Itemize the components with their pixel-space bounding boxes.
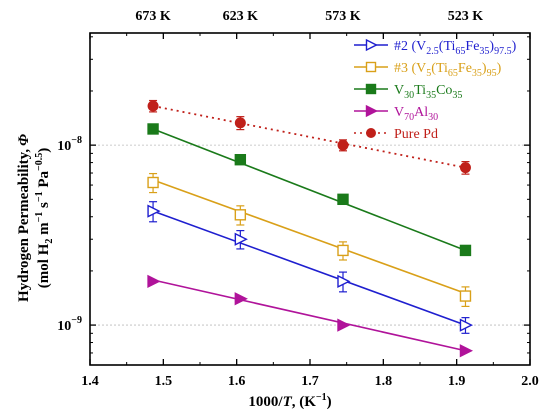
point-s2-0: [147, 204, 161, 218]
legend: #2 (V2.5(Ti65Fe35)97.5) #3 (V5(Ti65Fe35)9…: [354, 38, 517, 142]
point-s2-1: [234, 232, 248, 246]
legend-label-pd: Pure Pd: [394, 127, 438, 142]
legend-marker-s3: [365, 61, 377, 73]
grid-layer: [90, 144, 530, 326]
point-s5-3: [459, 344, 474, 358]
x-tick-label-4: 1.8: [375, 374, 393, 389]
x-axis-title: 1000/T, (K−1): [248, 392, 331, 410]
top-axis-label-0: 673 K: [135, 9, 171, 24]
point-pd-0: [147, 100, 159, 112]
point-s5-2: [337, 318, 351, 332]
y-axis-title-line1: Hydrogen Permeability,Φ: [16, 134, 32, 302]
legend-marker-s5: [365, 104, 378, 118]
fit-line-s4: [152, 128, 466, 252]
x-tick-label-1: 1.5: [155, 374, 173, 389]
point-pd-1: [234, 117, 246, 129]
legend-marker-pd: [366, 128, 376, 138]
legend-label-s2: #2 (V2.5(Ti65Fe35)97.5): [394, 39, 517, 57]
data-points: [147, 100, 474, 358]
y-tick-label-0: 10−9: [57, 315, 82, 334]
legend-label-s5: V70Al30: [394, 105, 438, 123]
x-tick-label-2: 1.6: [228, 374, 246, 389]
x-tick-label-5: 1.9: [448, 374, 466, 389]
fit-line-s5: [152, 279, 466, 352]
point-s2-2: [337, 274, 351, 288]
legend-marker-s2: [365, 38, 378, 52]
x-tick-label-6: 2.0: [521, 374, 539, 389]
fit-line-s3: [152, 179, 466, 295]
point-s5-1: [234, 292, 248, 306]
point-s5-0: [147, 274, 161, 288]
point-pd-2: [337, 139, 349, 151]
point-s4-2: [337, 193, 349, 206]
point-s4-3: [459, 244, 472, 257]
point-s2-3: [459, 318, 474, 332]
point-s4-1: [234, 154, 247, 166]
top-axis-label-2: 573 K: [325, 9, 361, 24]
point-s3-3: [459, 290, 472, 302]
point-s3-1: [234, 209, 247, 221]
legend-marker-s4: [365, 83, 377, 95]
legend-label-s4: V30Ti35Co35: [394, 83, 462, 101]
x-tick-label-0: 1.4: [81, 374, 99, 389]
y-tick-label-1: 10−8: [57, 135, 82, 154]
axis-labels: 1.4 1.5 1.6 1.7 1.8 1.9 2.0 10−9 10−8 673 K 623 K 5…: [57, 9, 538, 389]
legend-label-s3: #3 (V5(Ti65Fe35)95): [394, 61, 502, 79]
top-axis-label-3: 523 K: [448, 9, 484, 24]
point-pd-3: [459, 162, 471, 174]
point-s4-0: [147, 123, 159, 135]
top-axis-label-1: 623 K: [223, 9, 259, 24]
fit-line-s2: [152, 210, 466, 326]
fit-line-pd: [152, 105, 466, 169]
point-s3-2: [337, 244, 349, 257]
fit-lines: [152, 105, 466, 352]
point-s3-0: [147, 176, 159, 189]
y-axis-title-line2: (mol H2 m−1 s−1 Pa−0.5): [34, 148, 55, 288]
x-tick-label-3: 1.7: [301, 374, 319, 389]
axis-ticks: [89, 33, 531, 366]
